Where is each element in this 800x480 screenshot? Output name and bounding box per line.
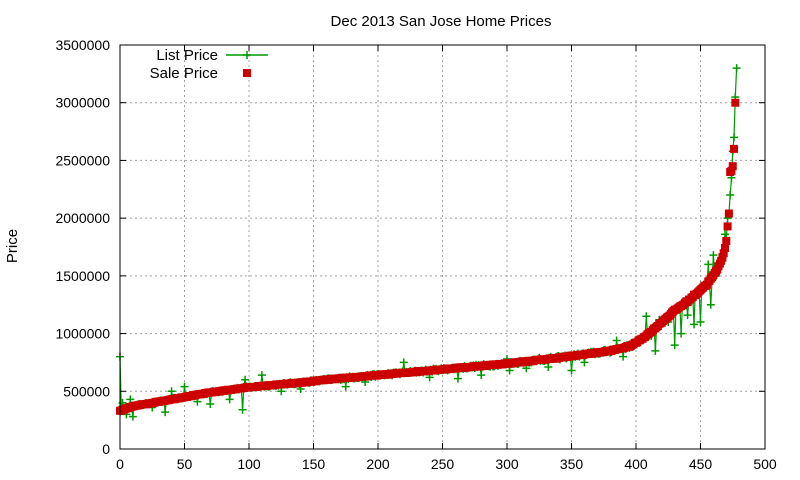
y-tick-label: 1500000	[55, 268, 110, 284]
sale-price-point	[724, 209, 733, 218]
x-tick-label: 100	[237, 456, 261, 472]
y-axis-label: Price	[4, 229, 21, 263]
list-price-point	[732, 64, 741, 73]
x-tick-label: 200	[366, 456, 390, 472]
list-price-point	[730, 133, 739, 142]
y-tick-label: 3500000	[55, 37, 110, 53]
list-price-point	[683, 311, 692, 320]
list-price-point	[696, 318, 705, 327]
x-tick-label: 0	[116, 456, 124, 472]
list-price-point	[642, 312, 651, 321]
list-price-line	[119, 68, 738, 417]
list-price-point	[257, 371, 266, 380]
list-price-point	[206, 399, 215, 408]
legend-sale-price-marker	[243, 69, 251, 77]
y-tick-label: 2000000	[55, 210, 110, 226]
x-tick-label: 50	[177, 456, 193, 472]
grid	[120, 45, 765, 449]
legend-sale-price-sample	[243, 69, 251, 77]
list-price-point	[726, 191, 735, 200]
legend: List Price Sale Price	[150, 47, 268, 82]
list-price-point	[241, 375, 250, 384]
list-price-point	[225, 395, 234, 404]
list-price-point	[399, 358, 408, 367]
list-price-point	[128, 412, 137, 421]
list-price-point	[161, 408, 170, 417]
list-price-point	[477, 371, 486, 380]
list-price-point	[690, 320, 699, 329]
sale-price-point	[730, 144, 739, 153]
x-tick-label: 450	[689, 456, 713, 472]
y-tick-label: 2500000	[55, 152, 110, 168]
list-price-point	[706, 300, 715, 309]
axis-ticks: 0 50 100 150 200 250 300 350 400 450 500 0 500000 100…	[55, 37, 776, 472]
list-price-point	[651, 346, 660, 355]
sale-price-point	[727, 166, 736, 175]
list-price-point	[277, 387, 286, 396]
list-price-point	[670, 341, 679, 350]
sale-price-point	[719, 249, 728, 258]
list-price-point	[612, 336, 621, 345]
x-tick-label: 250	[431, 456, 455, 472]
list-price-point	[167, 387, 176, 396]
x-tick-label: 500	[753, 456, 777, 472]
x-tick-label: 300	[495, 456, 519, 472]
list-price-point	[453, 374, 462, 383]
list-price-point	[544, 363, 553, 372]
list-price-point	[238, 405, 247, 414]
list-price-point	[580, 358, 589, 367]
list-price-point	[341, 382, 350, 391]
data-layer	[116, 64, 741, 421]
sale-price-point	[728, 162, 737, 171]
chart-title: Dec 2013 San Jose Home Prices	[331, 13, 552, 30]
legend-list-price-label: List Price	[156, 47, 218, 64]
y-tick-label: 500000	[63, 383, 110, 399]
sale-price-point	[722, 236, 731, 245]
y-tick-label: 0	[102, 441, 110, 457]
legend-sale-price-label: Sale Price	[150, 65, 218, 82]
x-tick-label: 150	[302, 456, 326, 472]
list-price-point	[704, 260, 713, 269]
sale-price-point	[731, 98, 740, 107]
list-price-point	[567, 366, 576, 375]
y-tick-label: 1000000	[55, 326, 110, 342]
list-price-point	[709, 251, 718, 260]
sale-price-point	[718, 253, 727, 262]
x-tick-label: 400	[624, 456, 648, 472]
sale-price-point	[723, 222, 732, 231]
list-price-point	[677, 329, 686, 338]
x-tick-label: 350	[560, 456, 584, 472]
sale-price-point	[721, 243, 730, 252]
list-price-point	[180, 382, 189, 391]
list-price-point	[126, 395, 135, 404]
legend-list-price-sample	[226, 51, 268, 59]
y-tick-label: 3000000	[55, 95, 110, 111]
legend-list-price-marker	[243, 51, 251, 59]
list-price-point	[619, 352, 628, 361]
